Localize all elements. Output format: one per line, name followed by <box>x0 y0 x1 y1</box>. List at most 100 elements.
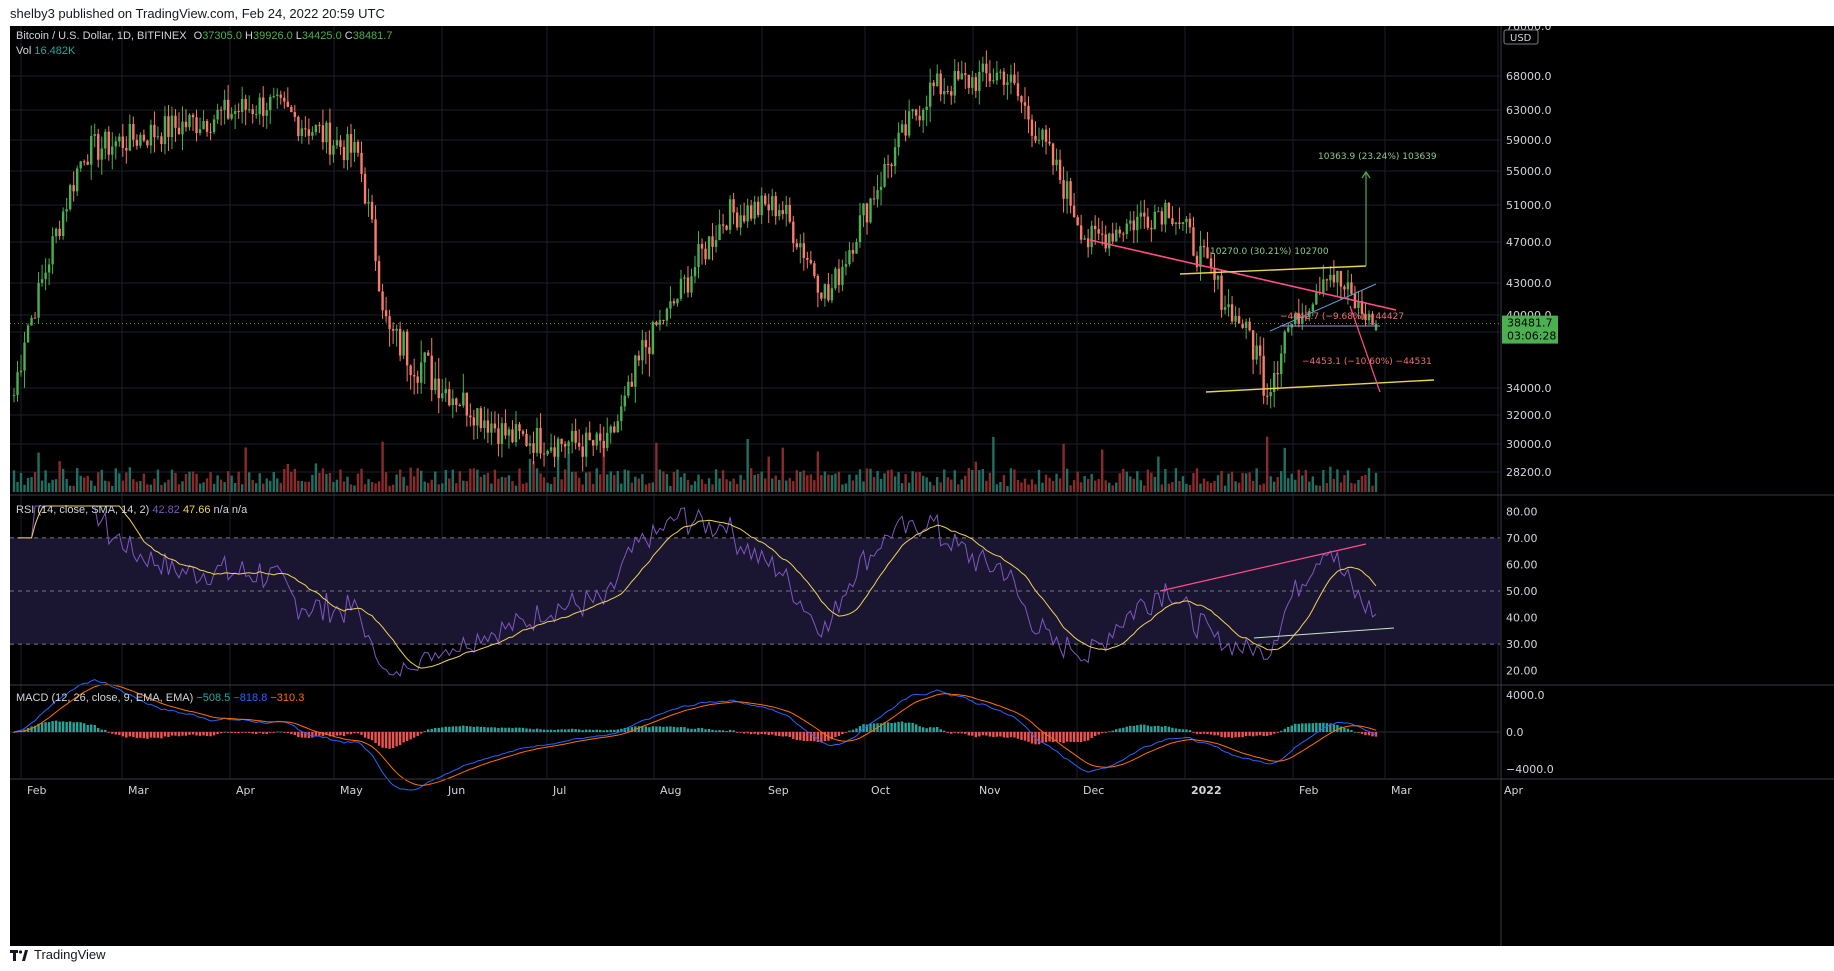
candle-body <box>191 114 195 118</box>
macd-histogram-bar <box>774 732 777 736</box>
candle-body <box>792 221 795 244</box>
candle-body <box>756 201 760 216</box>
volume-bar <box>648 483 651 492</box>
candle-body <box>430 355 433 391</box>
volume-bar <box>1336 469 1339 492</box>
volume-bar <box>1027 484 1030 492</box>
volume-bar <box>381 441 384 492</box>
chart-svg[interactable]: 10363.9 (23.24%) 103639 10270.0 (30.21%) … <box>10 20 1834 946</box>
volume-bar <box>1118 473 1121 492</box>
time-tick-label: May <box>340 784 363 797</box>
candle-body <box>606 432 609 449</box>
macd-histogram-bar <box>964 732 967 734</box>
chart-frame[interactable]: 10363.9 (23.24%) 103639 10270.0 (30.21%) … <box>10 20 1834 946</box>
macd-histogram-bar <box>630 727 634 732</box>
macd-histogram-bar <box>135 732 139 739</box>
candle-body <box>216 109 219 120</box>
candle-body <box>820 292 823 299</box>
candle-body <box>577 442 581 447</box>
candle-body <box>1129 220 1132 224</box>
publisher-line: shelby3 published on TradingView.com, Fe… <box>10 6 385 21</box>
tradingview-logo[interactable]: TradingView <box>10 947 106 962</box>
volume-bar <box>356 473 360 492</box>
candle-body <box>184 121 188 128</box>
candle-body <box>1178 222 1181 224</box>
candle-body <box>514 424 518 443</box>
candle-body <box>1111 233 1114 242</box>
price-tick-label: 28200.0 <box>1506 466 1552 479</box>
macd-histogram-bar <box>1315 722 1318 732</box>
candle-body <box>297 116 300 137</box>
candle-body <box>911 109 914 112</box>
candle-body <box>54 228 58 237</box>
candle-body <box>16 372 19 396</box>
volume-bar <box>1188 484 1192 492</box>
macd-histogram-bar <box>483 726 486 732</box>
macd-histogram-bar <box>44 722 47 732</box>
macd-histogram-bar <box>163 732 167 737</box>
macd-histogram-bar <box>981 732 985 736</box>
candle-body <box>100 148 103 160</box>
volume-bar <box>1055 473 1058 492</box>
macd-histogram-bar <box>658 726 662 732</box>
volume-bar <box>693 481 697 492</box>
volume-bar <box>121 480 125 492</box>
volume-bar <box>226 471 230 492</box>
macd-histogram-bar <box>427 729 430 732</box>
macd-histogram-bar <box>321 732 325 737</box>
volume-bar <box>58 461 61 492</box>
macd-histogram-bar <box>1220 732 1223 737</box>
macd-histogram-bar <box>985 732 988 736</box>
macd-histogram-bar <box>1051 732 1055 743</box>
macd-histogram-bar <box>1083 732 1086 742</box>
macd-histogram-bar <box>370 732 374 741</box>
candle-body <box>728 199 732 230</box>
volume-bar <box>423 481 426 492</box>
symbol-label: Bitcoin / U.S. Dollar, 1D, BITFINEX <box>16 30 187 42</box>
candle-body <box>279 94 282 98</box>
volume-bar <box>1195 468 1199 492</box>
candle-body <box>1262 355 1265 396</box>
candle-body <box>321 125 325 143</box>
macd-histogram-bar <box>128 732 132 737</box>
macd-histogram-bar <box>1287 727 1290 732</box>
macd-histogram-bar <box>514 727 518 732</box>
rsi-legend: RSI (14, close, SMA, 14, 2) 42.82 47.66 … <box>16 504 247 516</box>
candle-body <box>388 316 391 330</box>
macd-histogram-bar <box>230 732 233 734</box>
macd-histogram-bar <box>507 727 511 732</box>
candle-body <box>1227 304 1230 308</box>
candle-body <box>128 123 132 151</box>
volume-bar <box>964 475 967 492</box>
macd-histogram-bar <box>1100 732 1104 734</box>
macd-histogram-bar <box>1325 723 1329 732</box>
candle-body <box>1311 304 1315 311</box>
candle-body <box>988 73 992 82</box>
candle-body <box>827 284 830 301</box>
rsi-pink-trend <box>1159 543 1367 592</box>
volume-bar <box>412 476 416 492</box>
volume-bar <box>985 480 988 492</box>
candle-body <box>276 94 279 97</box>
macd-histogram-bar <box>728 729 732 732</box>
volume-bar <box>184 474 188 492</box>
macd-histogram-bar <box>33 725 37 732</box>
volume-bar <box>493 469 497 492</box>
candle-body <box>802 243 806 258</box>
candle-body <box>651 321 655 354</box>
time-tick-label: Nov <box>979 784 1001 797</box>
price-tick-label: 34000.0 <box>1506 382 1552 395</box>
volume-bar <box>1315 485 1318 492</box>
volume-bar <box>297 480 300 492</box>
volume-bar <box>1311 476 1315 492</box>
volume-bar <box>570 471 574 492</box>
candle-body <box>1332 274 1336 283</box>
candle-body <box>981 63 985 72</box>
volume-bar <box>1016 479 1020 492</box>
candle-body <box>985 63 988 74</box>
volume-bar <box>981 469 985 492</box>
volume-bar <box>160 484 163 492</box>
macd-histogram-bar <box>455 726 458 732</box>
volume-bar <box>893 476 897 492</box>
macd-histogram-bar <box>405 732 409 741</box>
